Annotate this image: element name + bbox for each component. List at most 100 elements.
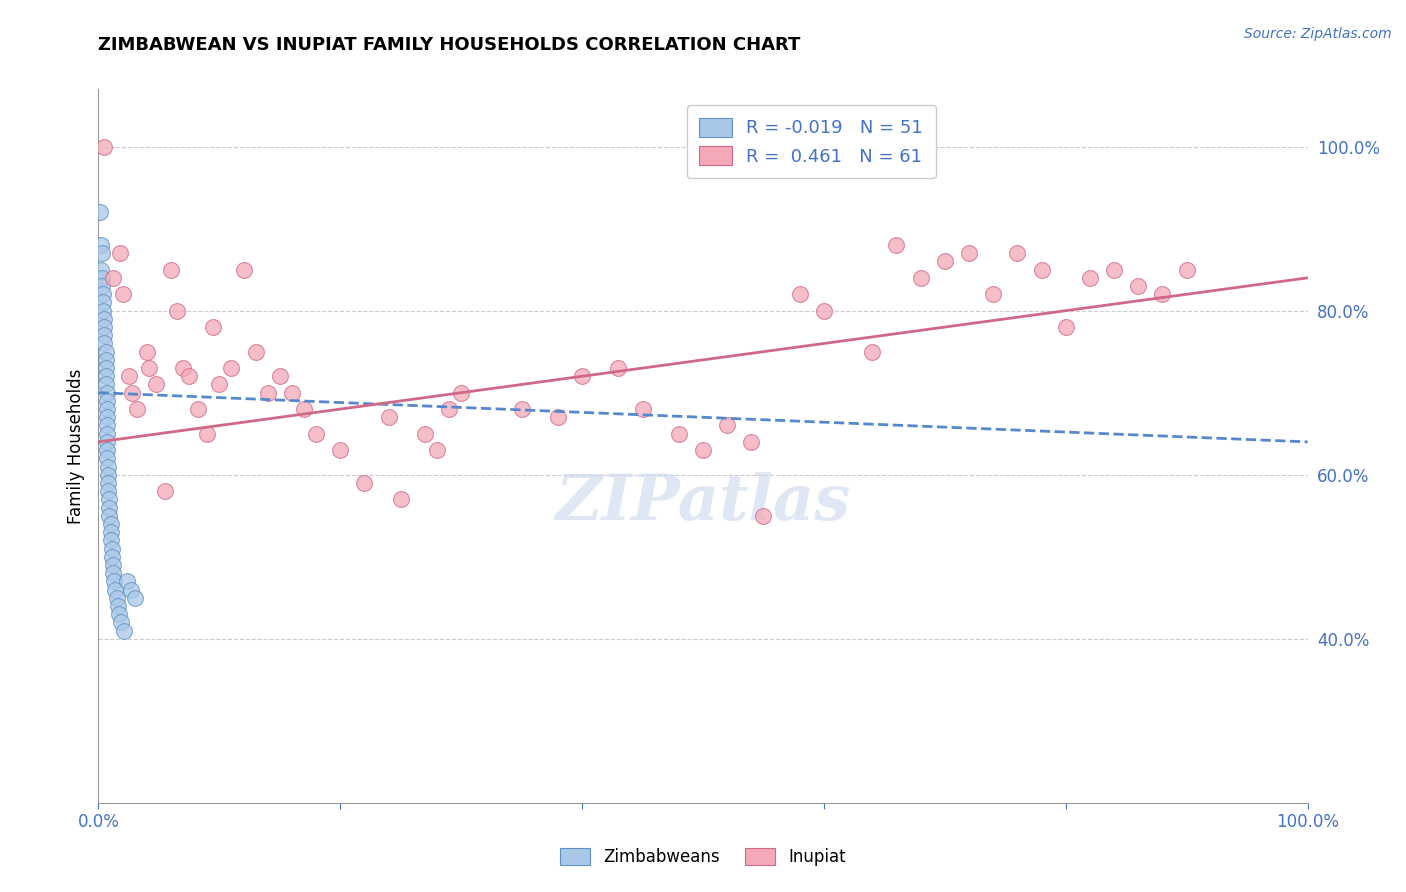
Point <box>100 549 122 564</box>
Point <box>94 377 117 392</box>
Point <box>389 492 412 507</box>
Point <box>112 624 135 638</box>
Point <box>101 566 124 581</box>
Point <box>120 582 142 597</box>
Point <box>145 377 167 392</box>
Point <box>172 361 194 376</box>
Point <box>108 246 131 260</box>
Point <box>668 426 690 441</box>
Point <box>93 328 115 343</box>
Point <box>100 516 122 531</box>
Point <box>124 591 146 605</box>
Point <box>96 434 118 449</box>
Point <box>607 361 630 376</box>
Point <box>510 402 533 417</box>
Text: ZIMBABWEAN VS INUPIAT FAMILY HOUSEHOLDS CORRELATION CHART: ZIMBABWEAN VS INUPIAT FAMILY HOUSEHOLDS … <box>98 36 801 54</box>
Point <box>179 369 201 384</box>
Point <box>281 385 304 400</box>
Point <box>100 525 122 540</box>
Point <box>117 574 139 589</box>
Point <box>437 402 460 417</box>
Point <box>135 344 157 359</box>
Point <box>96 410 118 425</box>
Point <box>692 443 714 458</box>
Point <box>256 385 278 400</box>
Point <box>93 139 115 153</box>
Point <box>98 492 121 507</box>
Point <box>187 402 209 417</box>
Point <box>138 361 160 376</box>
Point <box>245 344 267 359</box>
Point <box>813 303 835 318</box>
Point <box>631 402 654 417</box>
Point <box>107 599 129 613</box>
Point <box>1102 262 1125 277</box>
Point <box>90 238 112 252</box>
Text: ZIPatlas: ZIPatlas <box>555 473 851 533</box>
Point <box>166 303 188 318</box>
Legend: Zimbabweans, Inupiat: Zimbabweans, Inupiat <box>551 840 855 875</box>
Point <box>934 254 956 268</box>
Point <box>89 205 111 219</box>
Point <box>104 582 127 597</box>
Point <box>105 591 128 605</box>
Point <box>94 352 117 367</box>
Point <box>981 287 1004 301</box>
Point <box>789 287 811 301</box>
Point <box>96 393 118 408</box>
Point <box>96 385 118 400</box>
Point <box>96 402 118 417</box>
Point <box>97 484 120 499</box>
Point <box>98 500 121 515</box>
Y-axis label: Family Households: Family Households <box>66 368 84 524</box>
Point <box>740 434 762 449</box>
Point <box>886 238 908 252</box>
Point <box>153 484 176 499</box>
Point <box>547 410 569 425</box>
Point <box>108 607 131 622</box>
Point <box>202 320 225 334</box>
Point <box>208 377 231 392</box>
Point <box>752 508 775 523</box>
Point <box>96 451 118 466</box>
Point <box>94 361 117 376</box>
Point <box>110 615 132 630</box>
Point <box>91 246 114 260</box>
Point <box>426 443 449 458</box>
Point <box>93 311 115 326</box>
Point <box>91 270 114 285</box>
Point <box>292 402 315 417</box>
Point <box>94 344 117 359</box>
Point <box>91 279 114 293</box>
Point <box>910 270 932 285</box>
Point <box>96 418 118 433</box>
Point <box>269 369 291 384</box>
Point <box>305 426 328 441</box>
Point <box>232 262 254 277</box>
Point <box>94 369 117 384</box>
Point <box>353 475 375 490</box>
Point <box>221 361 243 376</box>
Point <box>377 410 399 425</box>
Legend: R = -0.019   N = 51, R =  0.461   N = 61: R = -0.019 N = 51, R = 0.461 N = 61 <box>688 105 936 178</box>
Point <box>91 303 114 318</box>
Point <box>195 426 218 441</box>
Point <box>160 262 183 277</box>
Point <box>1054 320 1077 334</box>
Point <box>97 475 120 490</box>
Point <box>111 287 134 301</box>
Point <box>93 336 115 351</box>
Point <box>1152 287 1174 301</box>
Point <box>98 508 121 523</box>
Point <box>1175 262 1198 277</box>
Point <box>97 459 120 474</box>
Point <box>100 533 122 548</box>
Point <box>96 443 118 458</box>
Point <box>93 320 115 334</box>
Point <box>1078 270 1101 285</box>
Point <box>571 369 593 384</box>
Point <box>860 344 883 359</box>
Point <box>121 385 143 400</box>
Point <box>91 295 114 310</box>
Point <box>329 443 352 458</box>
